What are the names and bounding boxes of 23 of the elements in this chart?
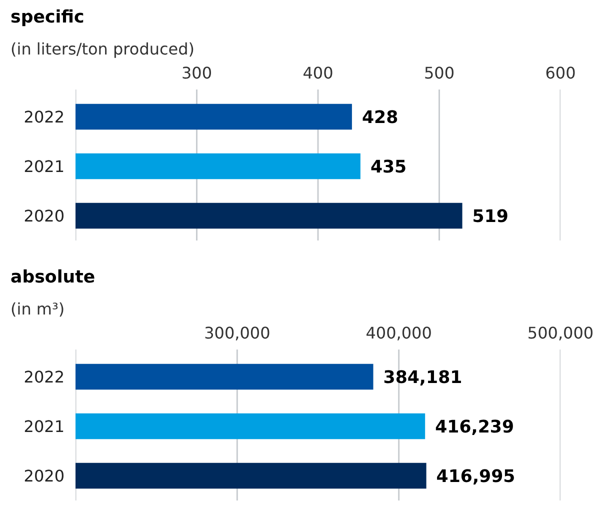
chart-subtitle: (in m³) xyxy=(10,300,65,318)
y-tick-label: 2022 xyxy=(24,108,64,127)
x-tick-label: 300 xyxy=(181,64,212,82)
x-tick-label: 500,000 xyxy=(527,324,594,342)
chart-subtitle: (in liters/ton produced) xyxy=(10,40,195,58)
chart-title: absolute xyxy=(10,268,96,288)
y-tick-label: 2021 xyxy=(24,417,64,436)
data-label: 416,995 xyxy=(436,467,516,488)
x-tick-label: 300,000 xyxy=(204,324,270,342)
x-tick-label: 500 xyxy=(424,64,455,82)
chart-title: specific xyxy=(10,8,84,28)
y-tick-label: 2022 xyxy=(24,368,64,387)
data-label: 435 xyxy=(370,158,407,178)
y-tick-label: 2020 xyxy=(24,466,64,486)
y-tick-label: 2021 xyxy=(24,157,64,176)
data-label: 384,181 xyxy=(383,368,462,388)
y-tick-label: 2020 xyxy=(24,206,64,226)
x-tick-label: 600 xyxy=(545,64,576,82)
data-label: 428 xyxy=(362,108,398,128)
x-tick-label: 400 xyxy=(302,64,334,82)
x-tick-label: 400,000 xyxy=(366,324,432,342)
data-label: 416,239 xyxy=(435,418,514,438)
data-label: 519 xyxy=(472,207,508,228)
